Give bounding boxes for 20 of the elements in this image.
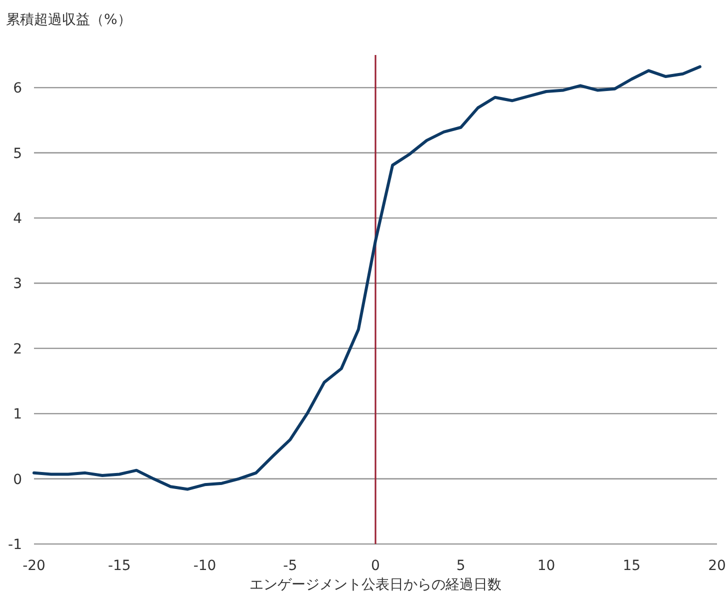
x-tick-label: -20: [22, 558, 46, 574]
x-tick-label: 10: [537, 558, 556, 574]
line-series: [32, 65, 702, 491]
x-tick-label: 20: [708, 558, 726, 574]
x-tick-label: -15: [108, 558, 131, 574]
x-tick-label: 5: [456, 558, 466, 574]
y-tick-label: -1: [8, 537, 22, 553]
y-tick-label: 1: [13, 406, 22, 423]
x-axis-title: エンゲージメント公表日からの経過日数: [250, 577, 502, 593]
y-axis-title: 累積超過収益（%）: [6, 12, 132, 28]
x-tick-label: -10: [193, 558, 216, 574]
y-tick-label: 4: [13, 211, 22, 227]
y-tick-label: 3: [13, 276, 22, 292]
y-tick-label: 0: [13, 472, 22, 488]
y-tick-label: 2: [13, 341, 22, 358]
y-tick-label: 6: [13, 80, 22, 97]
x-tick-label: 15: [622, 558, 641, 574]
y-tick-label: 5: [13, 146, 22, 162]
x-tick-label: 0: [371, 558, 380, 574]
x-tick-label: -5: [283, 558, 298, 574]
